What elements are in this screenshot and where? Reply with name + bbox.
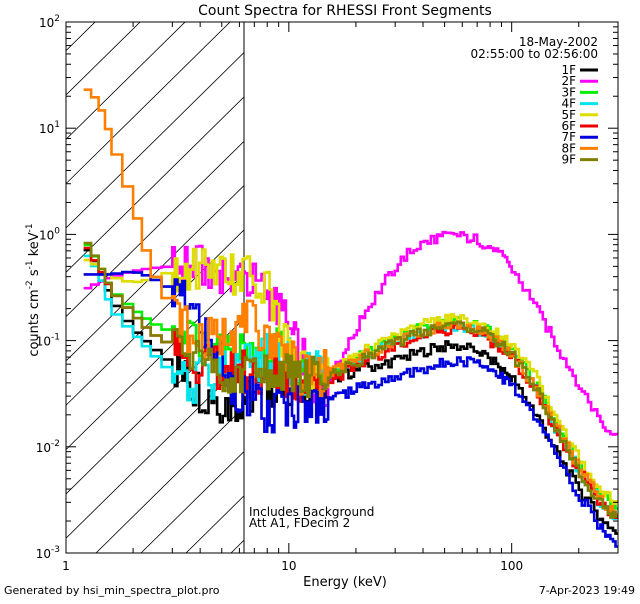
svg-text:counts cm-2 s-1 keV-1: counts cm-2 s-1 keV-1 [25,223,42,356]
y-tick-label: 10-2 [36,439,60,455]
hatch-line [66,22,231,185]
hatch-line [66,140,244,318]
legend-label-6F: 6F [561,119,576,133]
y-tick-label: 102 [39,14,60,30]
legend-label-3F: 3F [561,85,576,99]
legend-label-4F: 4F [561,97,576,111]
timestamp-footer: 7-Apr-2023 19:49 [539,584,635,597]
y-tick-label: 10-3 [36,545,60,561]
hatch-line [66,22,141,96]
x-tick-labels: 1 10 100 [62,559,523,573]
hatch-line [66,362,244,539]
hatch-line [95,406,244,553]
x-tick-label: 10 [281,559,296,573]
annotation-attenuator: Att A1, FDecim 2 [249,516,350,530]
x-tick-label: 1 [62,559,70,573]
legend-label-8F: 8F [561,141,576,155]
y-tick-label: 10-1 [36,333,60,349]
annotation-background: Includes Background [249,505,374,519]
hatch-line [66,22,186,140]
hatch-line [140,450,244,553]
series-line-5F [83,247,618,505]
legend-label-9F: 9F [561,153,576,167]
observation-time-range: 02:55:00 to 02:56:00 [471,47,598,61]
y-tick-label: 100 [39,226,60,242]
hatch-line [66,52,244,229]
hatch-line [66,96,244,273]
legend-label-7F: 7F [561,130,576,144]
chart-title: Count Spectra for RHESSI Front Segments [198,3,492,19]
series-line-9F [83,241,618,519]
hatch-line [66,318,244,495]
series-lines [83,88,618,548]
legend-label-2F: 2F [561,74,576,88]
generated-by-footer: Generated by hsi_min_spectra_plot.pro [4,584,220,597]
y-axis-label: counts cm-2 s-1 keV-1 [25,223,42,356]
legend-label-5F: 5F [561,108,576,122]
hatch-line [66,229,244,406]
y-tick-labels: 10-3 10-2 10-1 100 101 102 [36,14,61,561]
y-tick-label: 101 [39,120,60,136]
legend-label-1F: 1F [561,63,576,77]
observation-date: 18-May-2002 [519,35,598,49]
x-tick-label: 100 [500,559,523,573]
x-axis-label: Energy (keV) [303,575,387,590]
plot-frame [65,21,619,554]
